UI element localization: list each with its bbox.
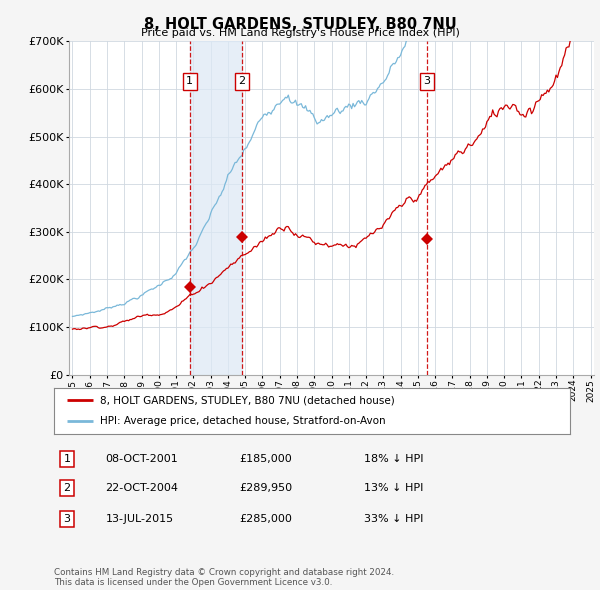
Text: 1: 1 — [64, 454, 70, 464]
Text: £185,000: £185,000 — [240, 454, 293, 464]
Text: HPI: Average price, detached house, Stratford-on-Avon: HPI: Average price, detached house, Stra… — [100, 416, 386, 426]
Text: £289,950: £289,950 — [240, 483, 293, 493]
Text: 18% ↓ HPI: 18% ↓ HPI — [364, 454, 423, 464]
Text: 1: 1 — [186, 76, 193, 86]
Bar — [190, 41, 242, 375]
Text: 3: 3 — [424, 76, 431, 86]
Text: Contains HM Land Registry data © Crown copyright and database right 2024.
This d: Contains HM Land Registry data © Crown c… — [54, 568, 394, 587]
Text: Price paid vs. HM Land Registry's House Price Index (HPI): Price paid vs. HM Land Registry's House … — [140, 28, 460, 38]
Text: 13-JUL-2015: 13-JUL-2015 — [106, 514, 174, 525]
Text: 33% ↓ HPI: 33% ↓ HPI — [364, 514, 423, 525]
Text: 2: 2 — [238, 76, 245, 86]
Text: 8, HOLT GARDENS, STUDLEY, B80 7NU (detached house): 8, HOLT GARDENS, STUDLEY, B80 7NU (detac… — [100, 395, 395, 405]
Text: 22-OCT-2004: 22-OCT-2004 — [106, 483, 179, 493]
Text: £285,000: £285,000 — [240, 514, 293, 525]
Text: 8, HOLT GARDENS, STUDLEY, B80 7NU: 8, HOLT GARDENS, STUDLEY, B80 7NU — [143, 17, 457, 31]
Text: 13% ↓ HPI: 13% ↓ HPI — [364, 483, 423, 493]
Text: 3: 3 — [64, 514, 70, 525]
Text: 2: 2 — [64, 483, 70, 493]
Text: 08-OCT-2001: 08-OCT-2001 — [106, 454, 178, 464]
